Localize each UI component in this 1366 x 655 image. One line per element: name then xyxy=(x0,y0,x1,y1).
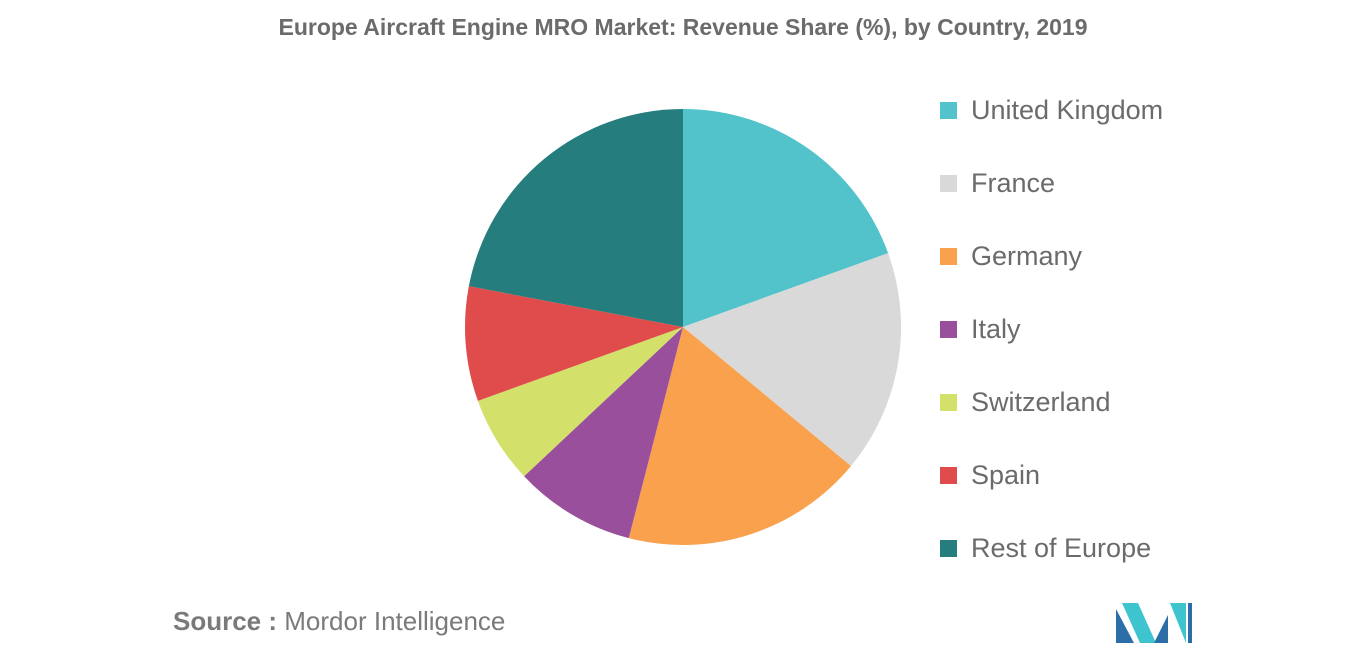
legend-item: Italy xyxy=(940,309,1021,349)
legend-item: Germany xyxy=(940,236,1082,276)
legend-item: Spain xyxy=(940,455,1040,495)
source-text: Mordor Intelligence xyxy=(284,606,506,636)
source-label: Source : xyxy=(173,606,278,636)
pie-slice-germany xyxy=(628,327,851,545)
mordor-intelligence-logo-icon xyxy=(1116,603,1192,643)
legend-item: Rest of Europe xyxy=(940,528,1151,568)
legend-label: United Kingdom xyxy=(971,94,1164,125)
chart-title: Europe Aircraft Engine MRO Market: Reven… xyxy=(278,14,1088,40)
pie-slice-italy xyxy=(524,327,683,539)
legend-label: Rest of Europe xyxy=(971,532,1152,563)
legend-swatch xyxy=(940,101,957,119)
legend-item: France xyxy=(940,163,1055,203)
legend-swatch xyxy=(940,320,957,338)
pie-slice-spain xyxy=(465,286,683,401)
legend-label: Switzerland xyxy=(971,386,1111,417)
legend-swatch xyxy=(940,466,957,484)
legend-label: Spain xyxy=(971,459,1041,490)
legend-swatch xyxy=(940,393,957,411)
legend-label: Italy xyxy=(971,313,1021,344)
legend-item: United Kingdom xyxy=(940,90,1163,130)
legend-swatch xyxy=(940,174,957,192)
pie-slice-united-kingdom xyxy=(683,109,889,327)
source-note: Source : Mordor Intelligence xyxy=(173,606,505,637)
legend-item: Switzerland xyxy=(940,382,1111,422)
pie-slice-france xyxy=(683,253,901,466)
legend-swatch xyxy=(940,539,957,557)
legend-label: France xyxy=(971,167,1056,198)
pie-slice-rest-of-europe xyxy=(468,109,683,327)
legend-swatch xyxy=(940,247,957,265)
legend-label: Germany xyxy=(971,240,1083,271)
pie-slice-switzerland xyxy=(477,327,683,477)
